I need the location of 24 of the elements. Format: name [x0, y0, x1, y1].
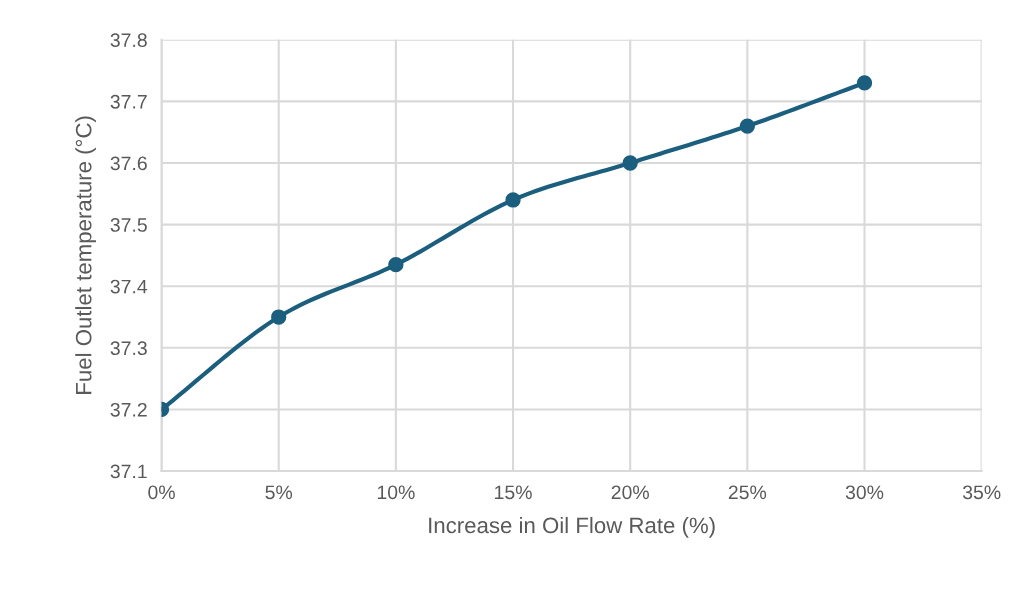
x-axis-title: Increase in Oil Flow Rate (%) — [429, 516, 715, 538]
x-tick-label: 5% — [265, 485, 293, 500]
point — [271, 309, 287, 325]
y-tick-label: 37.4 — [110, 279, 148, 294]
x-tick-label: 20% — [611, 485, 649, 500]
y-tick-label: 37.3 — [110, 341, 147, 356]
y-axis-title: Fuel Outlet temperature (°C) — [75, 116, 96, 394]
point — [739, 118, 755, 134]
y-tick-label: 37.5 — [110, 218, 147, 232]
y-tick-label: 37.2 — [110, 402, 147, 417]
point — [856, 75, 873, 91]
x-tick-label: 35% — [962, 485, 1001, 500]
point — [622, 155, 638, 171]
x-tick-label: 30% — [845, 485, 884, 500]
x-tick-label: 15% — [495, 485, 532, 500]
y-tick-label: 37.7 — [110, 94, 147, 109]
y-tick-label: 37.1 — [110, 464, 147, 479]
y-tick-label: 37.6 — [110, 156, 147, 171]
point — [505, 192, 521, 208]
x-tick-label: 25% — [728, 485, 767, 500]
y-tick-label: 37.8 — [110, 33, 147, 48]
x-tick-label: 10% — [377, 485, 415, 500]
point — [388, 257, 404, 273]
x-tick-label: 0% — [148, 485, 175, 500]
